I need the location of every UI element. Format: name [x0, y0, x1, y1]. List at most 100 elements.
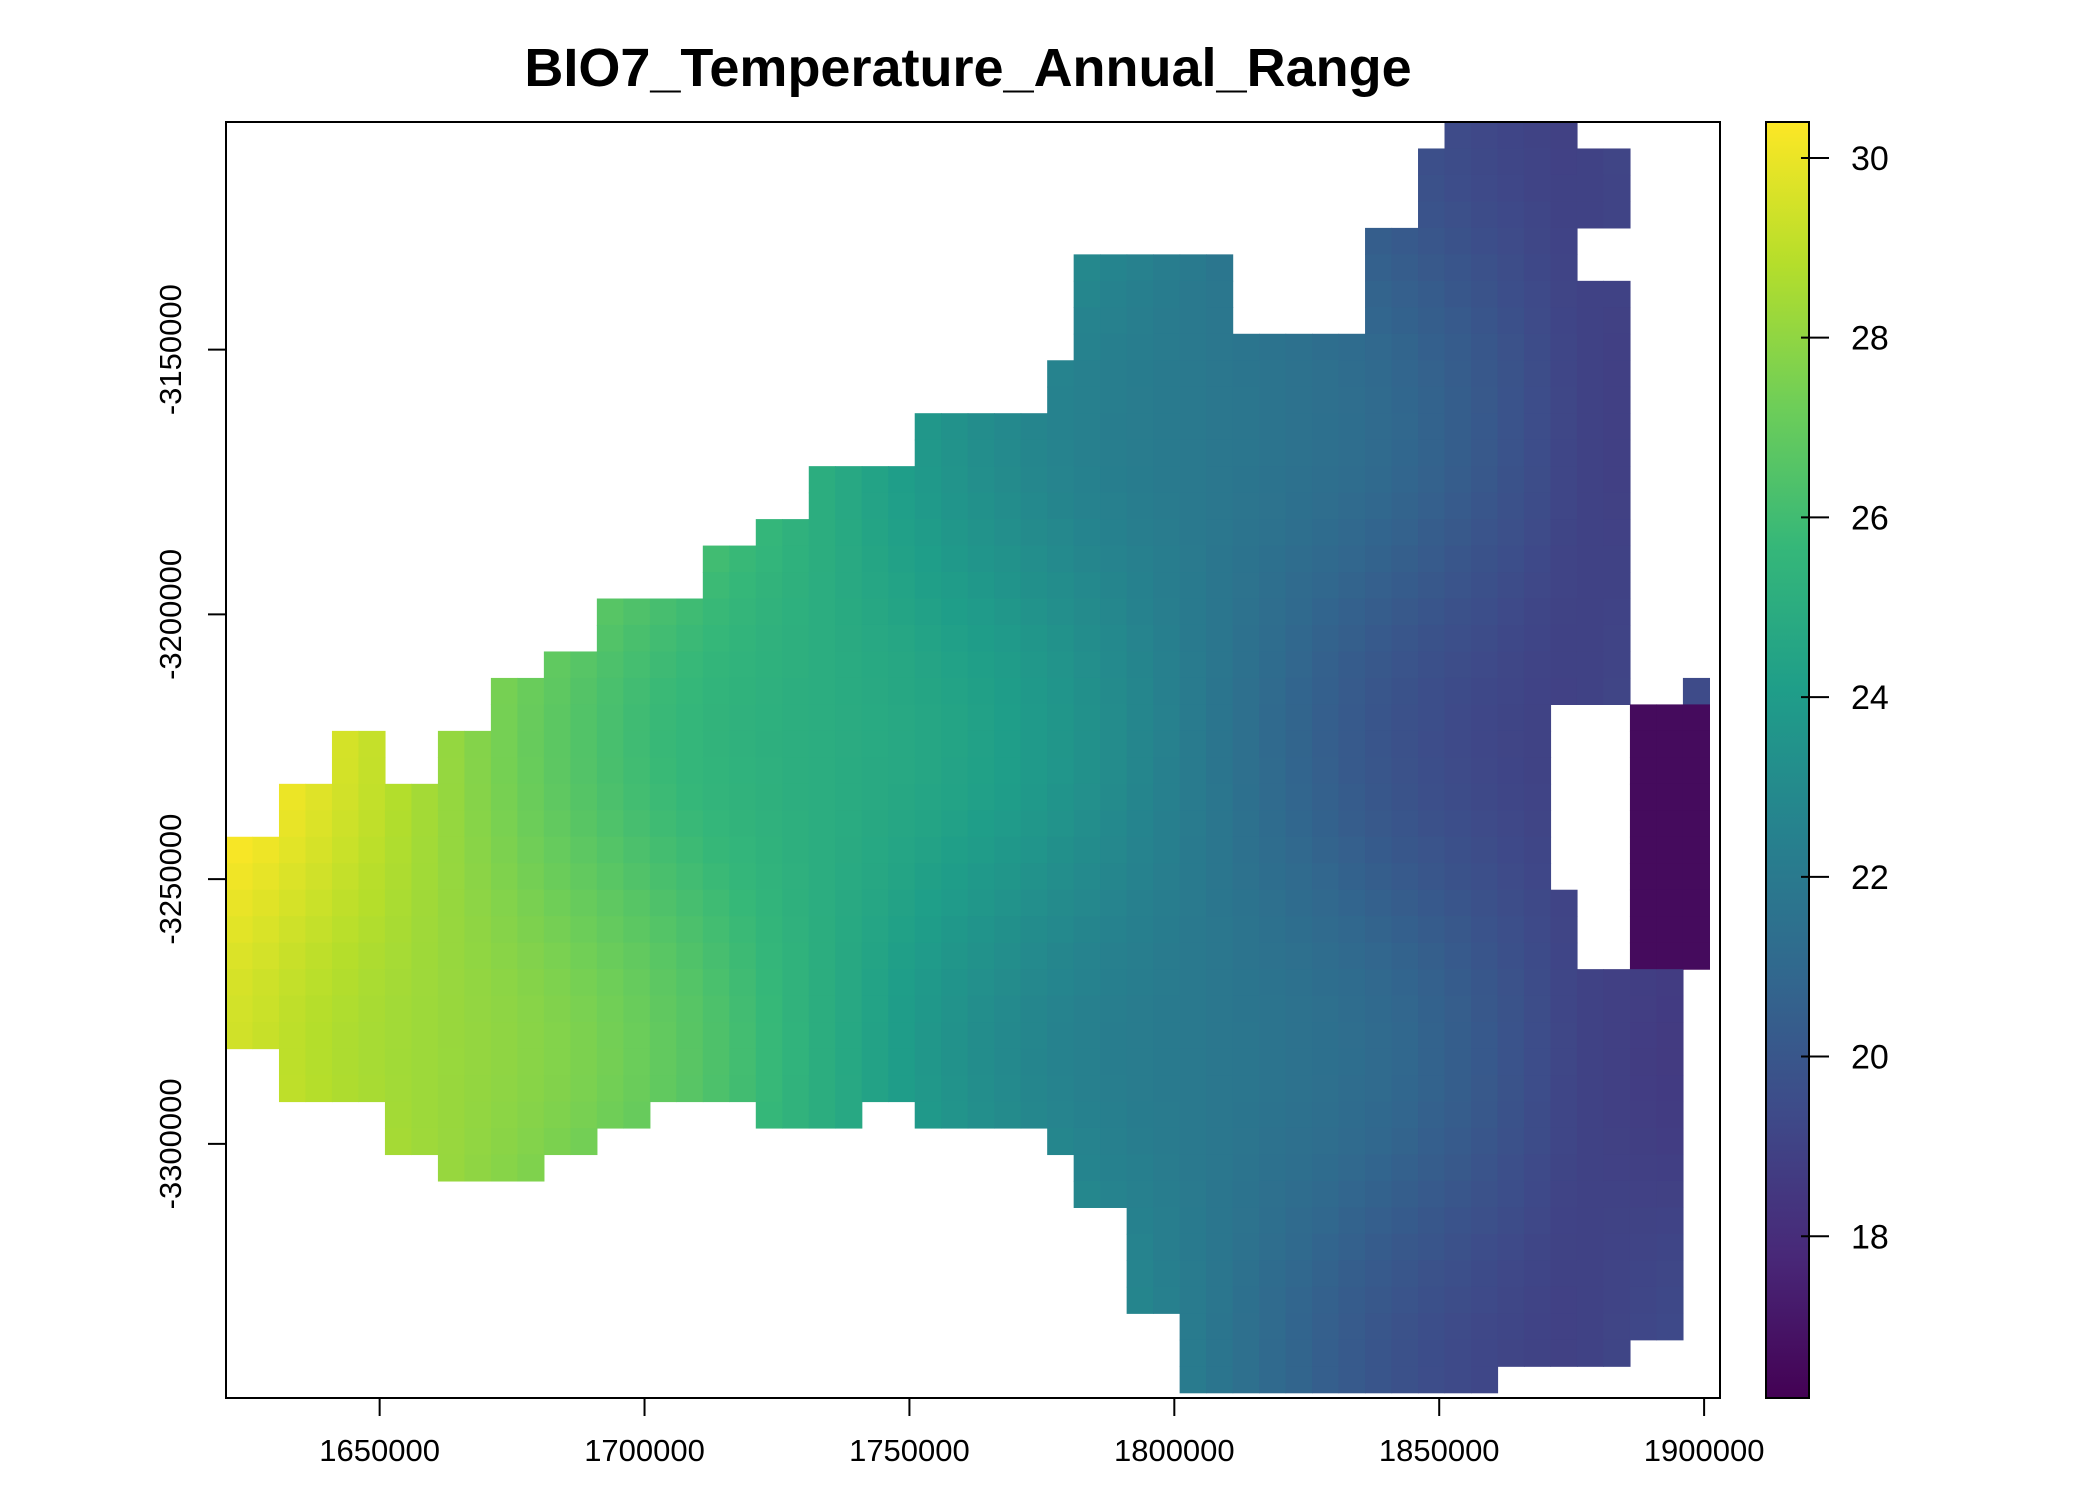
raster-cell: [1286, 916, 1313, 943]
raster-cell: [1206, 1154, 1233, 1181]
raster-cell: [1233, 916, 1260, 943]
raster-cell: [411, 1022, 438, 1049]
raster-cell: [623, 678, 650, 705]
raster-cell: [1630, 863, 1657, 890]
raster-cell: [1127, 466, 1154, 493]
raster-cell: [1180, 784, 1207, 811]
raster-cell: [1127, 307, 1154, 334]
raster-cell: [464, 943, 491, 970]
raster-cell: [1233, 1287, 1260, 1314]
raster-cell: [1603, 360, 1630, 387]
raster-cell: [1577, 387, 1604, 414]
raster-cell: [1233, 1366, 1260, 1393]
raster-cell: [862, 466, 889, 493]
raster-cell: [597, 599, 624, 626]
raster-cell: [1021, 731, 1048, 758]
raster-cell: [676, 625, 703, 652]
raster-cell: [1021, 969, 1048, 996]
raster-cell: [597, 863, 624, 890]
raster-cell: [1180, 387, 1207, 414]
raster-cell: [1286, 1075, 1313, 1102]
raster-cell: [915, 599, 942, 626]
raster-cell: [1392, 281, 1419, 308]
raster-cell: [1100, 599, 1127, 626]
raster-cell: [888, 837, 915, 864]
raster-cell: [809, 704, 836, 731]
raster-cell: [1656, 810, 1683, 837]
raster-cell: [1074, 1181, 1101, 1208]
raster-cell: [1577, 1287, 1604, 1314]
raster-cell: [1100, 704, 1127, 731]
raster-cell: [1074, 413, 1101, 440]
raster-cell: [517, 731, 544, 758]
raster-cell: [517, 757, 544, 784]
raster-cell: [1577, 1154, 1604, 1181]
raster-cell: [650, 704, 677, 731]
raster-cell: [756, 757, 783, 784]
raster-cell: [1577, 1260, 1604, 1287]
raster-cell: [703, 784, 730, 811]
raster-cell: [1577, 1049, 1604, 1076]
raster-cell: [1312, 757, 1339, 784]
raster-cell: [1100, 1102, 1127, 1129]
raster-cell: [888, 651, 915, 678]
raster-cell: [1127, 1154, 1154, 1181]
raster-cell: [1445, 1366, 1472, 1393]
raster-cell: [1100, 1022, 1127, 1049]
raster-cell: [1180, 969, 1207, 996]
raster-cell: [1445, 201, 1472, 228]
raster-cell: [1524, 969, 1551, 996]
raster-cell: [1603, 1128, 1630, 1155]
raster-cell: [1418, 1022, 1445, 1049]
raster-cell: [1312, 810, 1339, 837]
raster-cell: [1286, 1049, 1313, 1076]
raster-cell: [1630, 837, 1657, 864]
raster-cell: [862, 519, 889, 546]
raster-cell: [676, 810, 703, 837]
raster-cell: [279, 810, 306, 837]
raster-cell: [809, 784, 836, 811]
raster-cell: [1312, 784, 1339, 811]
raster-cell: [1127, 916, 1154, 943]
raster-cell: [1524, 1313, 1551, 1340]
raster-cell: [1127, 519, 1154, 546]
raster-cell: [411, 996, 438, 1023]
raster-cell: [676, 704, 703, 731]
raster-cell: [1180, 334, 1207, 361]
raster-cell: [1259, 1022, 1286, 1049]
raster-cell: [1683, 678, 1710, 705]
raster-cell: [729, 731, 756, 758]
raster-cell: [1312, 1207, 1339, 1234]
raster-cell: [1180, 281, 1207, 308]
raster-cell: [1153, 890, 1180, 917]
raster-cell: [835, 1102, 862, 1129]
raster-cell: [1365, 678, 1392, 705]
raster-cell: [1127, 1128, 1154, 1155]
raster-cell: [1074, 519, 1101, 546]
raster-cell: [941, 757, 968, 784]
raster-cell: [888, 572, 915, 599]
raster-cell: [1233, 757, 1260, 784]
raster-cell: [756, 731, 783, 758]
raster-cell: [1524, 201, 1551, 228]
raster-cell: [1074, 704, 1101, 731]
raster-cell: [968, 1022, 995, 1049]
raster-cell: [1445, 334, 1472, 361]
raster-cell: [1233, 969, 1260, 996]
raster-cell: [517, 1128, 544, 1155]
raster-cell: [1286, 784, 1313, 811]
raster-cell: [1339, 1313, 1366, 1340]
raster-cell: [1603, 175, 1630, 202]
raster-cell: [756, 943, 783, 970]
raster-cell: [1445, 916, 1472, 943]
raster-cell: [1365, 810, 1392, 837]
raster-cell: [1100, 969, 1127, 996]
raster-cell: [1127, 572, 1154, 599]
raster-cell: [1259, 440, 1286, 467]
raster-cell: [597, 757, 624, 784]
raster-cell: [676, 890, 703, 917]
raster-cell: [623, 969, 650, 996]
raster-cell: [1259, 678, 1286, 705]
raster-cell: [358, 996, 385, 1023]
raster-cell: [570, 651, 597, 678]
